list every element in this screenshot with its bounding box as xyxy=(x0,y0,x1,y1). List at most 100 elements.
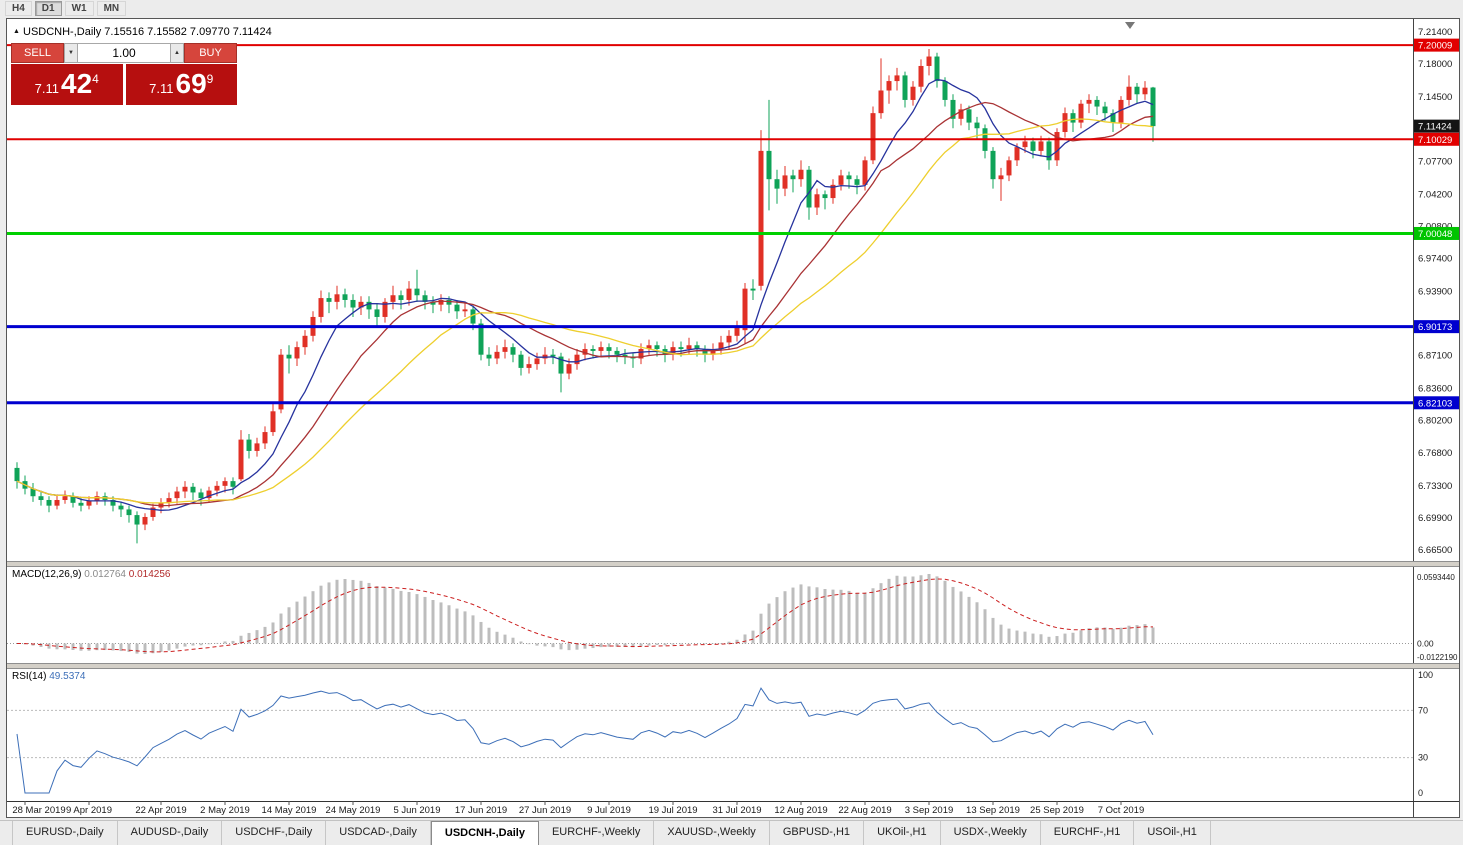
chart-tab-gbpusd-h1[interactable]: GBPUSD-,H1 xyxy=(770,821,865,845)
volume-increase-icon[interactable]: ▲ xyxy=(170,43,184,63)
svg-text:6.80200: 6.80200 xyxy=(1418,416,1452,427)
svg-text:6.66500: 6.66500 xyxy=(1418,545,1452,556)
svg-text:28 Mar 2019: 28 Mar 2019 xyxy=(12,805,65,816)
volume-decrease-icon[interactable]: ▼ xyxy=(64,43,78,63)
chart-canvas[interactable]: 7.21400 7.18000 7.14500 7.07700 7.04200 7.008… xyxy=(7,19,1459,817)
buy-price-big: 69 xyxy=(175,68,207,99)
svg-text:6.76800: 6.76800 xyxy=(1418,448,1452,459)
svg-text:3 Sep 2019: 3 Sep 2019 xyxy=(905,805,954,816)
svg-text:19 Jul 2019: 19 Jul 2019 xyxy=(648,805,697,816)
svg-text:7 Oct 2019: 7 Oct 2019 xyxy=(1098,805,1144,816)
svg-text:7.00800: 7.00800 xyxy=(1418,221,1452,232)
svg-text:9 Apr 2019: 9 Apr 2019 xyxy=(66,805,112,816)
one-click-trading-panel: SELL ▼ ▲ BUY 7.11 42 4 7.11 69 9 xyxy=(11,43,237,105)
svg-text:6.87100: 6.87100 xyxy=(1418,351,1452,362)
price-marker xyxy=(1414,38,1459,52)
time-axis[interactable]: 28 Mar 2019 9 Apr 2019 22 Apr 2019 2 May 20… xyxy=(12,801,1144,816)
title-marker-icon: ▲ xyxy=(13,28,20,35)
macd-signal-line xyxy=(16,578,1154,653)
svg-text:7.20009: 7.20009 xyxy=(1418,41,1452,52)
svg-text:2 May 2019: 2 May 2019 xyxy=(200,805,250,816)
price-scale[interactable]: 7.21400 7.18000 7.14500 7.07700 7.04200 7.008… xyxy=(1413,19,1460,817)
sell-price-sup: 4 xyxy=(92,72,99,86)
rsi-line xyxy=(16,687,1154,794)
chart-tab-eurchf-h1[interactable]: EURCHF-,H1 xyxy=(1041,821,1135,845)
buy-price-prefix: 7.11 xyxy=(149,81,174,96)
svg-text:13 Sep 2019: 13 Sep 2019 xyxy=(966,805,1020,816)
buy-price-sup: 9 xyxy=(206,72,214,86)
volume-input[interactable] xyxy=(78,43,170,63)
symbol-tabs: EURUSD-,Daily AUDUSD-,Daily USDCHF-,Daily U… xyxy=(0,820,1463,845)
chart-title: ▲ USDCNH-,Daily 7.15516 7.15582 7.09770 … xyxy=(13,26,272,38)
period-button-h4[interactable]: H4 xyxy=(5,1,32,16)
chart-tab-xauusd-weekly[interactable]: XAUUSD-,Weekly xyxy=(654,821,770,845)
svg-text:12 Aug 2019: 12 Aug 2019 xyxy=(774,805,827,816)
svg-text:6.73300: 6.73300 xyxy=(1418,481,1452,492)
rsi-name: RSI(14) xyxy=(12,671,47,682)
chart-tab-usoil-h1[interactable]: USOil-,H1 xyxy=(1134,821,1211,845)
rsi-value: 49.5374 xyxy=(49,671,86,682)
chart-tab-usdcad-daily[interactable]: USDCAD-,Daily xyxy=(326,821,431,845)
chart-tab-eurusd-daily[interactable]: EURUSD-,Daily xyxy=(12,821,118,845)
svg-text:7.14500: 7.14500 xyxy=(1418,92,1452,103)
svg-text:6.93900: 6.93900 xyxy=(1418,286,1452,297)
sell-price-prefix: 7.11 xyxy=(34,81,59,96)
svg-text:17 Jun 2019: 17 Jun 2019 xyxy=(455,805,507,816)
macd-value-signal: 0.014256 xyxy=(128,569,171,580)
candles-layer xyxy=(14,48,1156,544)
sell-price-box[interactable]: 7.11 42 4 xyxy=(11,64,123,105)
period-toolbar: H4 D1 W1 MN xyxy=(0,0,1463,17)
period-button-w1[interactable]: W1 xyxy=(64,1,94,16)
svg-text:5 Jun 2019: 5 Jun 2019 xyxy=(393,805,440,816)
svg-text:6.90173: 6.90173 xyxy=(1418,322,1452,333)
price-marker xyxy=(1414,132,1459,146)
svg-text:0: 0 xyxy=(1418,788,1423,798)
price-marker xyxy=(1414,320,1459,334)
sell-button[interactable]: SELL xyxy=(11,43,64,63)
ma-line-16 xyxy=(16,101,1154,507)
price-marker xyxy=(1414,396,1459,410)
svg-text:7.04200: 7.04200 xyxy=(1418,189,1452,200)
svg-text:6.82103: 6.82103 xyxy=(1418,398,1452,409)
svg-text:14 May 2019: 14 May 2019 xyxy=(262,805,317,816)
svg-text:27 Jun 2019: 27 Jun 2019 xyxy=(519,805,571,816)
chart-tab-usdchf-daily[interactable]: USDCHF-,Daily xyxy=(222,821,327,845)
macd-histogram xyxy=(23,574,1155,654)
svg-text:7.00048: 7.00048 xyxy=(1418,229,1452,240)
sell-price-big: 42 xyxy=(61,68,93,99)
svg-text:-0.0122190: -0.0122190 xyxy=(1417,653,1458,662)
svg-text:0.0593440: 0.0593440 xyxy=(1417,573,1455,582)
svg-text:100: 100 xyxy=(1418,670,1433,680)
svg-text:22 Apr 2019: 22 Apr 2019 xyxy=(135,805,186,816)
svg-text:7.21400: 7.21400 xyxy=(1418,27,1452,38)
chart-tab-ukoil-h1[interactable]: UKOil-,H1 xyxy=(864,821,941,845)
price-marker xyxy=(1414,226,1459,240)
chart-tab-audusd-daily[interactable]: AUDUSD-,Daily xyxy=(118,821,223,845)
period-button-mn[interactable]: MN xyxy=(96,1,127,16)
svg-text:22 Aug 2019: 22 Aug 2019 xyxy=(838,805,891,816)
chart-ohlc-values: 7.15516 7.15582 7.09770 7.11424 xyxy=(104,26,272,38)
buy-price-box[interactable]: 7.11 69 9 xyxy=(125,64,237,105)
svg-text:30: 30 xyxy=(1418,753,1428,763)
ma-line-8 xyxy=(16,78,1154,511)
svg-text:6.83600: 6.83600 xyxy=(1418,384,1452,395)
chart-tab-usdcnh-daily[interactable]: USDCNH-,Daily xyxy=(430,821,539,845)
price-marker xyxy=(1414,119,1459,133)
svg-text:7.07700: 7.07700 xyxy=(1418,156,1452,167)
panel-splitter[interactable] xyxy=(7,663,1459,669)
svg-text:6.97400: 6.97400 xyxy=(1418,253,1452,264)
svg-text:7.18000: 7.18000 xyxy=(1418,59,1452,70)
chart-tab-eurchf-weekly[interactable]: EURCHF-,Weekly xyxy=(539,821,655,845)
svg-text:70: 70 xyxy=(1418,705,1428,715)
chart-tab-usdx-weekly[interactable]: USDX-,Weekly xyxy=(941,821,1041,845)
svg-text:31 Jul 2019: 31 Jul 2019 xyxy=(712,805,761,816)
svg-text:25 Sep 2019: 25 Sep 2019 xyxy=(1030,805,1084,816)
svg-text:24 May 2019: 24 May 2019 xyxy=(326,805,381,816)
buy-button[interactable]: BUY xyxy=(184,43,237,63)
svg-text:7.10029: 7.10029 xyxy=(1418,135,1452,146)
macd-label: MACD(12,26,9) 0.012764 0.014256 xyxy=(12,569,170,580)
period-button-d1[interactable]: D1 xyxy=(34,1,62,16)
panel-splitter[interactable] xyxy=(7,561,1459,567)
svg-text:0.00: 0.00 xyxy=(1417,638,1434,648)
svg-text:9 Jul 2019: 9 Jul 2019 xyxy=(587,805,631,816)
